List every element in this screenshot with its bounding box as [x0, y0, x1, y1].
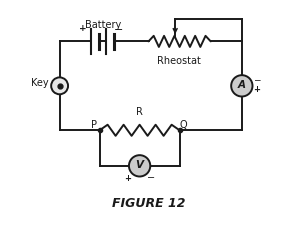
Text: V: V [136, 160, 144, 170]
Circle shape [129, 155, 150, 176]
Text: +: + [253, 86, 260, 94]
Circle shape [51, 77, 68, 94]
Text: Rheostat: Rheostat [157, 56, 200, 66]
Text: Key: Key [31, 77, 48, 88]
Text: −: − [114, 25, 123, 34]
Text: Battery: Battery [85, 20, 121, 30]
Text: Q: Q [179, 120, 187, 130]
Text: R: R [136, 108, 143, 117]
Text: +: + [124, 174, 131, 183]
Text: P: P [91, 120, 97, 130]
Text: +: + [79, 24, 87, 33]
Text: −: − [253, 75, 260, 84]
Text: −: − [147, 173, 155, 183]
Text: FIGURE 12: FIGURE 12 [112, 197, 185, 210]
Circle shape [231, 75, 252, 97]
Text: A: A [238, 80, 246, 90]
